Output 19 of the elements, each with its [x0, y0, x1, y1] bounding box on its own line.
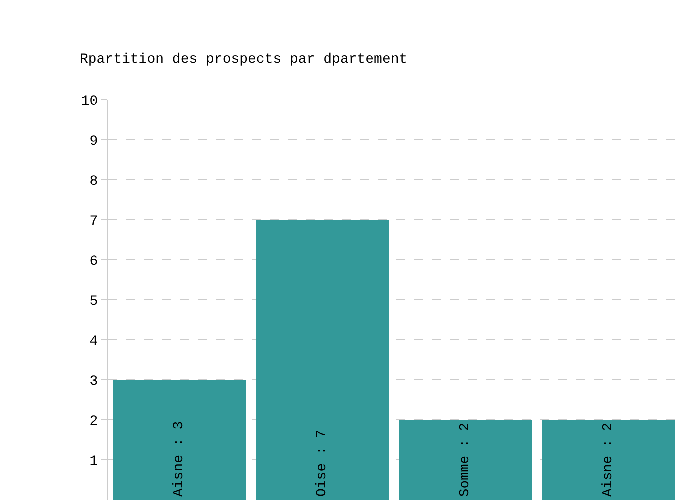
- data-label: Somme : 2: [458, 423, 474, 497]
- data-label: Aisne : 2: [601, 423, 616, 497]
- bar: [113, 380, 246, 500]
- y-tick-label: 2: [90, 414, 98, 430]
- y-tick-label: 8: [90, 174, 98, 190]
- y-tick-label: 6: [90, 254, 98, 270]
- y-tick-label: 9: [90, 134, 98, 150]
- y-tick-label: 3: [90, 374, 98, 390]
- y-tick-label: 4: [90, 334, 98, 350]
- bar: [256, 220, 389, 500]
- y-tick-label: 10: [81, 94, 98, 110]
- y-tick-label: 5: [90, 294, 98, 310]
- y-tick-label: 1: [90, 454, 98, 470]
- chart-title: Rpartition des prospects par dpartement: [80, 52, 408, 68]
- bar: [542, 420, 675, 500]
- bar: [399, 420, 532, 500]
- data-label: Oise : 7: [314, 430, 331, 497]
- data-label: Aisne : 3: [172, 421, 188, 497]
- y-tick-label: 7: [90, 214, 98, 230]
